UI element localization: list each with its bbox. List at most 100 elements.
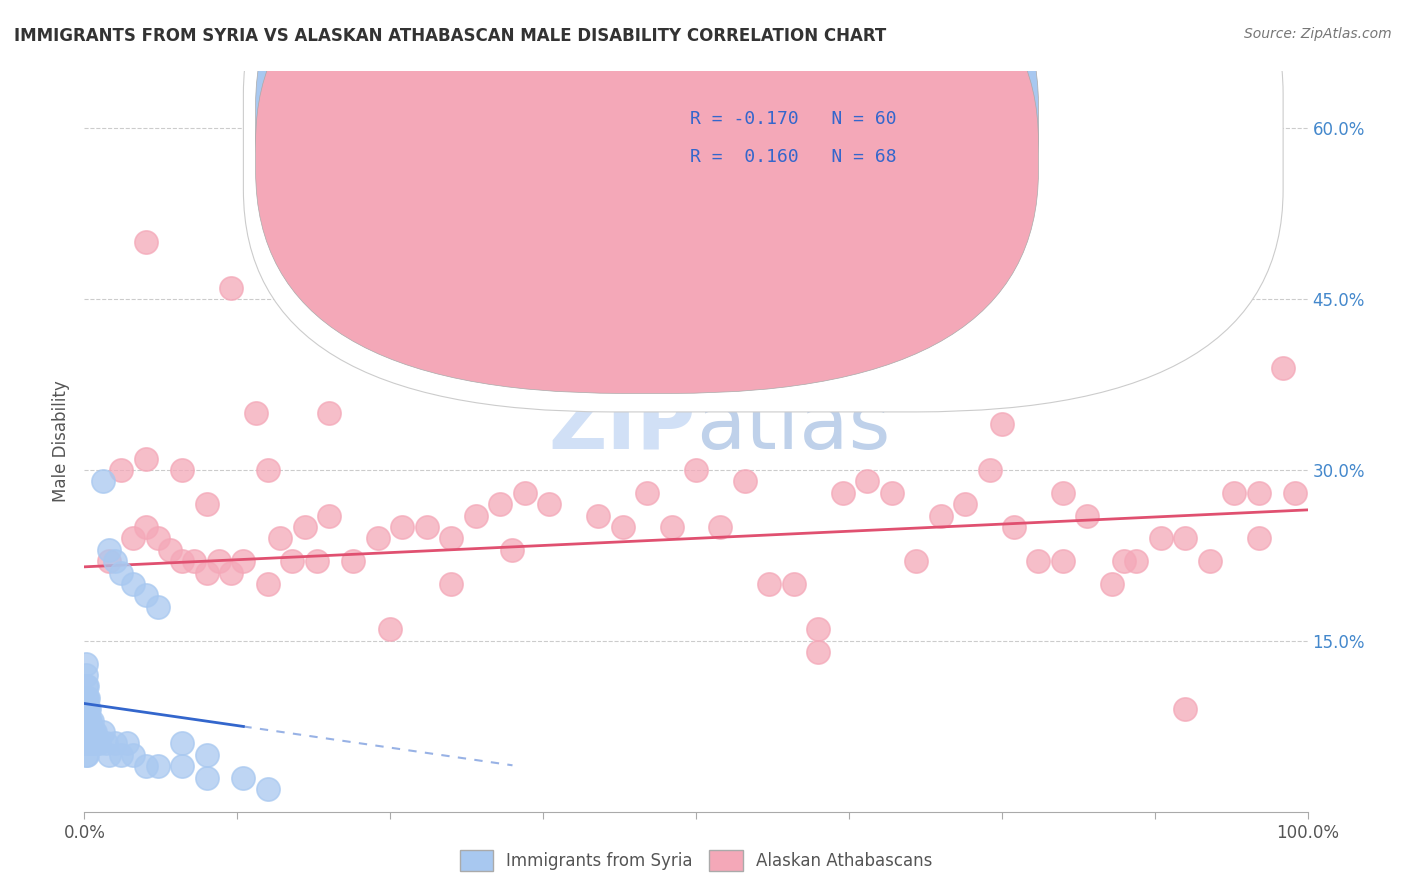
Point	[135, 588, 157, 602]
Point	[380, 623, 402, 637]
Point	[538, 497, 561, 511]
Point	[172, 554, 194, 568]
Point	[76, 747, 98, 762]
Text: Source: ZipAtlas.com: Source: ZipAtlas.com	[1244, 27, 1392, 41]
Point	[79, 725, 101, 739]
Point	[75, 736, 97, 750]
Legend: Immigrants from Syria, Alaskan Athabascans: Immigrants from Syria, Alaskan Athabasca…	[453, 844, 939, 878]
Point	[807, 623, 830, 637]
Point	[76, 702, 98, 716]
Point	[612, 520, 634, 534]
Point	[416, 520, 439, 534]
Point	[502, 542, 524, 557]
Point	[281, 554, 304, 568]
Point	[110, 566, 132, 580]
Point	[96, 736, 118, 750]
Point	[104, 554, 127, 568]
Point	[110, 463, 132, 477]
Text: R = -0.170   N = 60: R = -0.170 N = 60	[690, 111, 897, 128]
Point	[122, 747, 145, 762]
Point	[979, 463, 1001, 477]
Point	[318, 406, 340, 420]
Point	[80, 714, 103, 728]
Point	[562, 384, 585, 398]
Point	[856, 475, 879, 489]
Point	[77, 702, 100, 716]
Point	[905, 554, 928, 568]
Point	[77, 725, 100, 739]
Point	[929, 508, 952, 523]
Point	[76, 725, 98, 739]
Point	[1002, 520, 1025, 534]
Point	[172, 759, 194, 773]
FancyBboxPatch shape	[243, 0, 1284, 412]
Point	[245, 406, 267, 420]
Point	[75, 747, 97, 762]
Point	[79, 714, 101, 728]
Text: IMMIGRANTS FROM SYRIA VS ALASKAN ATHABASCAN MALE DISABILITY CORRELATION CHART: IMMIGRANTS FROM SYRIA VS ALASKAN ATHABAS…	[14, 27, 886, 45]
Point	[83, 725, 105, 739]
Text: ZIP: ZIP	[548, 388, 696, 466]
Point	[146, 532, 169, 546]
Text: atlas: atlas	[696, 388, 890, 466]
Point	[464, 508, 486, 523]
Text: R =  0.160   N = 68: R = 0.160 N = 68	[690, 147, 897, 166]
Point	[367, 532, 389, 546]
Point	[159, 542, 181, 557]
Point	[84, 725, 107, 739]
Point	[97, 542, 120, 557]
Point	[83, 736, 105, 750]
Point	[232, 771, 254, 785]
Point	[76, 690, 98, 705]
Point	[257, 463, 280, 477]
Point	[513, 372, 536, 386]
Point	[75, 690, 97, 705]
Point	[232, 554, 254, 568]
Point	[135, 520, 157, 534]
Point	[831, 485, 853, 500]
Point	[77, 702, 100, 716]
Point	[1076, 508, 1098, 523]
Point	[269, 532, 291, 546]
Point	[342, 554, 364, 568]
Point	[76, 680, 98, 694]
Point	[135, 451, 157, 466]
Point	[1028, 554, 1050, 568]
Point	[195, 497, 218, 511]
Point	[135, 235, 157, 250]
Point	[318, 508, 340, 523]
Point	[172, 463, 194, 477]
Point	[440, 577, 463, 591]
Point	[1174, 702, 1197, 716]
Point	[97, 747, 120, 762]
Point	[183, 554, 205, 568]
Point	[294, 520, 316, 534]
Point	[76, 714, 98, 728]
Point	[195, 566, 218, 580]
Point	[1247, 532, 1270, 546]
Point	[1125, 554, 1147, 568]
Point	[1150, 532, 1173, 546]
Point	[75, 657, 97, 671]
Point	[513, 485, 536, 500]
Point	[77, 714, 100, 728]
Point	[685, 463, 707, 477]
Point	[79, 736, 101, 750]
Point	[1247, 485, 1270, 500]
Point	[636, 485, 658, 500]
Point	[1174, 532, 1197, 546]
FancyBboxPatch shape	[256, 0, 1039, 393]
Point	[1223, 485, 1246, 500]
Point	[1198, 554, 1220, 568]
Point	[880, 485, 903, 500]
Point	[75, 680, 97, 694]
Point	[82, 736, 104, 750]
Point	[75, 702, 97, 716]
Point	[1101, 577, 1123, 591]
Point	[208, 554, 231, 568]
Point	[80, 725, 103, 739]
Point	[195, 771, 218, 785]
Point	[80, 736, 103, 750]
Point	[195, 747, 218, 762]
Point	[77, 690, 100, 705]
